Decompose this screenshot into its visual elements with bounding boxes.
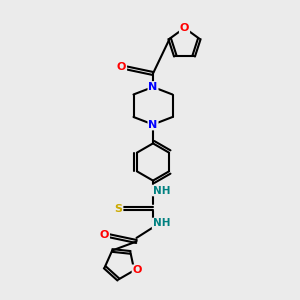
Text: NH: NH xyxy=(153,218,170,229)
Text: O: O xyxy=(133,265,142,275)
Text: O: O xyxy=(100,230,109,241)
Text: N: N xyxy=(148,119,158,130)
Text: NH: NH xyxy=(153,185,170,196)
Text: O: O xyxy=(180,23,189,33)
Text: N: N xyxy=(148,82,158,92)
Text: S: S xyxy=(115,203,122,214)
Text: O: O xyxy=(117,62,126,73)
